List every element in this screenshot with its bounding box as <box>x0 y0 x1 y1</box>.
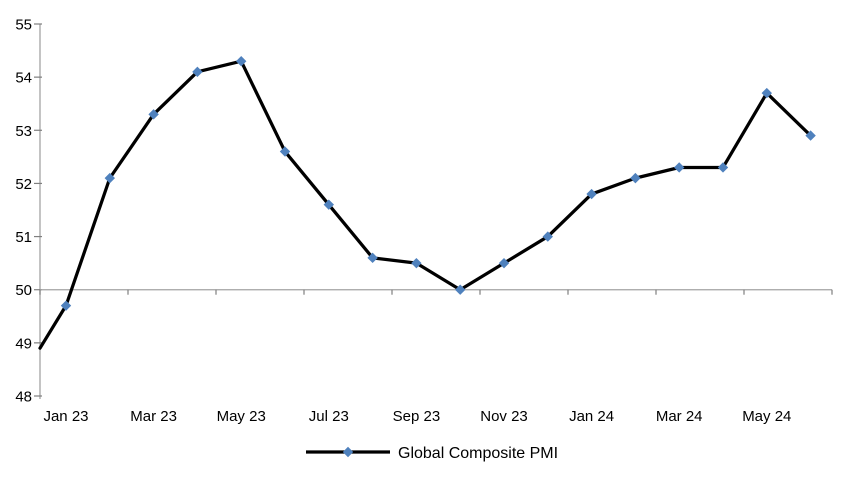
data-point-marker <box>104 172 115 184</box>
data-point-marker <box>498 257 510 269</box>
x-tick-label: Mar 23 <box>130 408 177 425</box>
data-point-marker <box>367 252 378 264</box>
x-tick-label: Jan 24 <box>569 408 614 425</box>
x-tick-label: May 23 <box>217 408 266 425</box>
data-series <box>38 56 816 350</box>
data-point-marker <box>805 130 816 141</box>
y-tick-label: 52 <box>15 176 32 193</box>
x-tick-label: Nov 23 <box>480 408 528 425</box>
data-point-marker <box>542 231 553 242</box>
y-axis-labels: 48 49 50 51 52 53 54 55 <box>15 17 32 406</box>
data-point-marker <box>761 87 772 99</box>
legend-label: Global Composite PMI <box>398 445 558 462</box>
data-point-marker <box>192 66 203 78</box>
pmi-series-line <box>38 59 813 350</box>
y-tick-label: 51 <box>15 229 32 246</box>
y-tick-label: 55 <box>15 17 32 34</box>
x-tick-label: Sep 23 <box>393 408 441 425</box>
y-tick-label: 48 <box>15 389 32 406</box>
data-point-marker <box>674 162 685 173</box>
data-point-marker <box>630 172 641 184</box>
data-point-marker <box>411 257 422 269</box>
y-tick-label: 49 <box>15 335 32 352</box>
data-point-marker <box>586 188 597 200</box>
y-tick-label: 54 <box>15 70 32 87</box>
data-point-marker <box>279 146 291 157</box>
data-point-marker <box>60 300 72 311</box>
data-point-marker <box>323 199 334 210</box>
data-point-marker <box>455 284 466 295</box>
x-tick-label: Jan 23 <box>43 408 88 425</box>
data-point-marker <box>236 56 247 67</box>
x-tick-label: May 24 <box>742 408 791 425</box>
x-axis-labels: Jan 23 Mar 23 May 23 Jul 23 Sep 23 Nov 23 Jan … <box>43 408 791 425</box>
axes <box>34 23 833 399</box>
legend: Global Composite PMI <box>306 445 558 462</box>
data-point-marker <box>717 162 729 173</box>
y-tick-label: 53 <box>15 123 32 140</box>
x-tick-label: Jul 23 <box>309 408 349 425</box>
x-tick-label: Mar 24 <box>656 408 703 425</box>
data-point-marker <box>148 109 159 120</box>
y-tick-label: 50 <box>15 282 32 299</box>
legend-diamond-marker <box>342 446 354 458</box>
